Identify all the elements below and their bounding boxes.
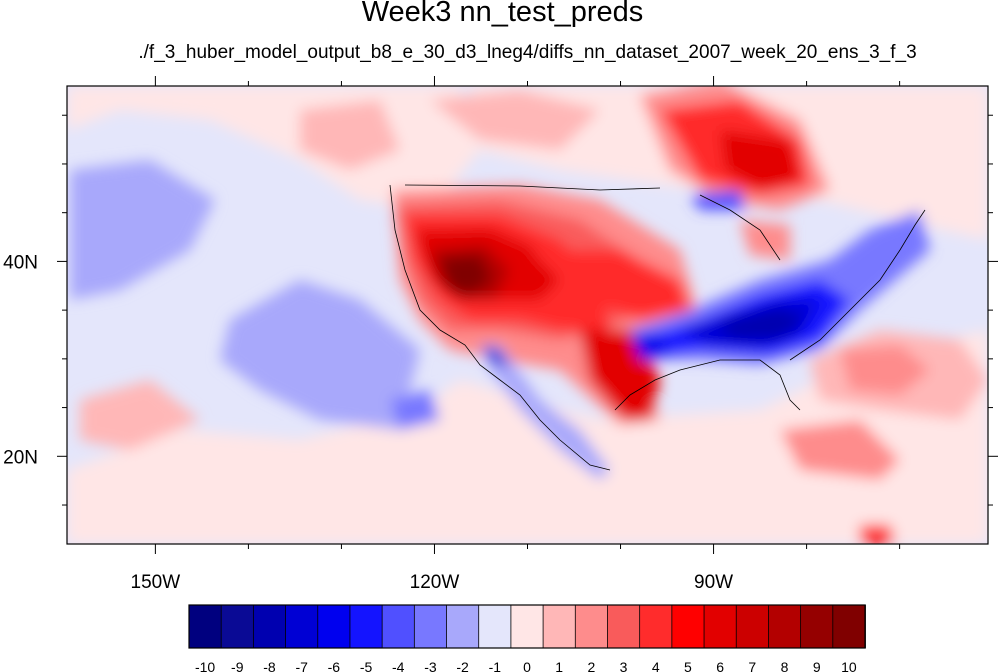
coastlines (389, 184, 926, 471)
colorbar-swatch (317, 604, 351, 649)
colorbar-swatch (768, 604, 802, 649)
colorbar-tick-label: 8 (781, 659, 789, 672)
lon-label: 120W (410, 572, 460, 593)
colorbar-swatch (510, 604, 544, 649)
lon-label: 150W (131, 572, 181, 593)
colorbar-swatch (478, 604, 512, 649)
colorbar-tick-label: -4 (392, 659, 405, 672)
lat-label: 20N (3, 447, 38, 468)
chart-title: Week3 nn_test_preds (361, 0, 644, 28)
colorbar-tick-label: -3 (424, 659, 437, 672)
colorbar-swatch (574, 604, 609, 649)
colorbar-tick-label: -8 (263, 659, 276, 672)
colorbar-tick-label: 9 (813, 659, 821, 672)
colorbar-tick-label: -1 (489, 659, 502, 672)
colorbar-swatch (703, 604, 738, 649)
colorbar-swatch (349, 604, 384, 649)
colorbar-swatch (252, 604, 287, 649)
colorbar-tick-label: 7 (748, 659, 756, 672)
colorbar-swatch (607, 604, 641, 649)
colorbar-tick-label: 4 (652, 659, 660, 672)
colorbar-swatch (800, 604, 834, 649)
colorbar-swatch (446, 604, 480, 649)
colorbar-swatch (220, 604, 255, 649)
colorbar-swatch (413, 604, 448, 649)
colorbar-swatch (735, 604, 770, 649)
colorbar-frame (188, 604, 866, 649)
colorbar: -10 -9 -8 -7 -6 -5 -4 -3 -2 -1 0 1 2 3 4 5 6 7 8 9 10 (188, 604, 866, 672)
colorbar-swatch (639, 604, 673, 649)
colorbar-tick-label: 5 (684, 659, 692, 672)
lat-label: 40N (3, 252, 38, 273)
colorbar-swatch (188, 604, 223, 649)
colorbar-tick-label: -7 (295, 659, 308, 672)
lon-label: 90W (694, 572, 733, 593)
axis-labels: 150W 120W 90W 40N 20N (3, 252, 733, 593)
colorbar-swatch (285, 604, 319, 649)
chart-subtitle: ./f_3_huber_model_output_b8_e_30_d3_lneg… (138, 42, 917, 63)
colorbar-swatch (832, 604, 866, 649)
map-field (67, 86, 988, 544)
colorbar-tick-label: 3 (620, 659, 628, 672)
colorbar-tick-label: 1 (555, 659, 563, 672)
colorbar-swatch (542, 604, 577, 649)
axis-ticks (57, 76, 998, 554)
colorbar-tick-label: -9 (231, 659, 244, 672)
colorbar-tick-label: 6 (716, 659, 724, 672)
colorbar-swatch (381, 604, 416, 649)
colorbar-tick-label: -2 (456, 659, 469, 672)
colorbar-tick-label: 0 (523, 659, 531, 672)
colorbar-tick-label: 10 (841, 659, 857, 672)
colorbar-tick-label: 2 (587, 659, 595, 672)
colorbar-tick-label: -10 (195, 659, 215, 672)
colorbar-swatch (671, 604, 705, 649)
colorbar-tick-label: -5 (360, 659, 373, 672)
colorbar-tick-label: -6 (328, 659, 341, 672)
